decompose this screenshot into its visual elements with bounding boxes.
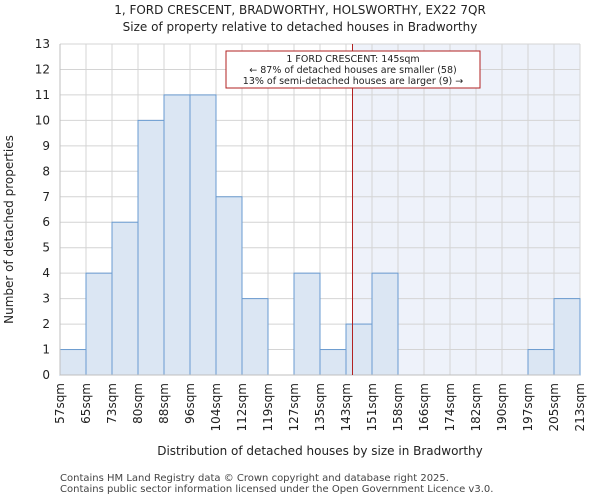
x-tick-label: 80sqm (131, 383, 145, 424)
x-tick-label: 96sqm (183, 383, 197, 424)
y-tick-label: 12 (35, 62, 50, 76)
x-tick-label: 205sqm (547, 383, 561, 431)
histogram-bar (345, 323, 373, 376)
x-tick-label: 73sqm (105, 383, 119, 424)
annotation-title: 1 FORD CRESCENT: 145sqm (286, 54, 419, 65)
histogram-bar (137, 119, 165, 376)
x-tick-label: 190sqm (495, 383, 509, 431)
y-tick-label: 4 (42, 266, 50, 280)
y-tick-label: 3 (42, 292, 50, 306)
histogram-bar (85, 272, 113, 376)
y-tick-label: 13 (35, 37, 50, 51)
y-tick-label: 5 (42, 241, 50, 255)
x-tick-label: 104sqm (209, 383, 223, 431)
y-tick-label: 6 (42, 215, 50, 229)
x-axis-label: Distribution of detached houses by size … (157, 444, 483, 458)
footer-licence: Contains public sector information licen… (60, 484, 494, 495)
x-tick-label: 151sqm (365, 383, 379, 431)
y-tick-label: 0 (42, 368, 50, 382)
y-tick-label: 1 (42, 343, 50, 357)
annotation-larger-text: 13% of semi-detached houses are larger (… (243, 76, 463, 87)
histogram-bar (163, 94, 191, 376)
footer-copyright: Contains HM Land Registry data © Crown c… (60, 473, 449, 484)
x-tick-label: 88sqm (157, 383, 171, 424)
x-tick-label: 119sqm (261, 383, 275, 431)
histogram-bar (111, 221, 139, 376)
x-tick-label: 127sqm (287, 383, 301, 431)
y-tick-label: 9 (42, 139, 50, 153)
histogram-bar (215, 196, 243, 376)
x-tick-label: 174sqm (443, 383, 457, 431)
x-tick-label: 135sqm (313, 383, 327, 431)
x-tick-label: 213sqm (573, 383, 587, 431)
histogram-bar (59, 349, 87, 376)
y-tick-label: 8 (42, 164, 50, 178)
y-tick-label: 11 (35, 88, 50, 102)
annotation-smaller-text: ← 87% of detached houses are smaller (58… (249, 65, 456, 76)
histogram-bar (241, 298, 269, 376)
y-tick-label: 2 (42, 317, 50, 331)
histogram-bar (553, 298, 581, 376)
histogram-bar (189, 94, 217, 376)
chart-title: Size of property relative to detached ho… (122, 20, 478, 34)
y-axis-label: Number of detached properties (2, 135, 16, 324)
x-tick-label: 166sqm (417, 383, 431, 431)
x-tick-label: 57sqm (53, 383, 67, 424)
x-tick-label: 197sqm (521, 383, 535, 431)
x-tick-label: 112sqm (235, 383, 249, 431)
histogram-bar (293, 272, 321, 376)
histogram-bar (527, 349, 555, 376)
histogram-bar (371, 272, 399, 376)
x-tick-label: 182sqm (469, 383, 483, 431)
histogram-bar (319, 349, 347, 376)
y-tick-label: 7 (42, 190, 50, 204)
x-tick-label: 143sqm (339, 383, 353, 431)
x-tick-label: 158sqm (391, 383, 405, 431)
x-tick-label: 65sqm (79, 383, 93, 424)
annotation-box (225, 50, 481, 89)
y-tick-label: 10 (35, 113, 50, 127)
chart-title-address: 1, FORD CRESCENT, BRADWORTHY, HOLSWORTHY… (114, 3, 486, 17)
